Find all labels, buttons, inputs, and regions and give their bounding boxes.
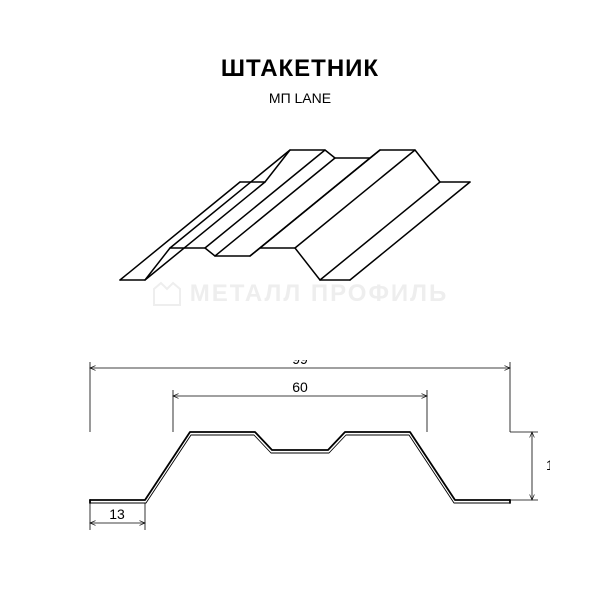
dim-top-width: [173, 390, 427, 432]
dim-overall-width-label: 99: [292, 360, 308, 367]
dim-height-label: 16: [546, 457, 550, 473]
technical-drawing: 99 60 13 16: [50, 360, 550, 540]
dim-overall-width: [90, 362, 510, 432]
page: ШТАКЕТНИК МП LANE МЕТАЛЛ ПРОФИЛЬ: [0, 0, 600, 600]
technical-svg: 99 60 13 16: [50, 360, 550, 540]
page-title: ШТАКЕТНИК: [0, 55, 600, 83]
page-subtitle: МП LANE: [0, 90, 600, 106]
isometric-view: [50, 130, 550, 300]
dim-height: [510, 432, 538, 500]
dim-flange-label: 13: [109, 506, 125, 522]
dim-top-width-label: 60: [292, 379, 308, 395]
profile-section: [90, 432, 510, 503]
isometric-svg: [50, 130, 550, 300]
